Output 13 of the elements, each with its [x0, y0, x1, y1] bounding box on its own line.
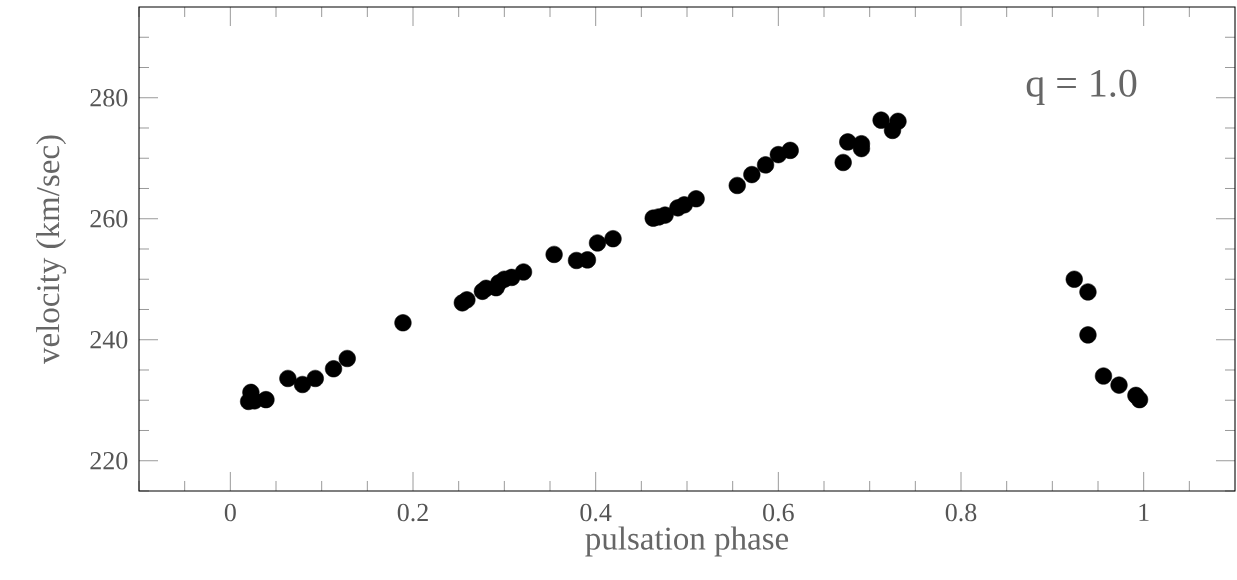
y-tick-label: 220 — [90, 451, 128, 470]
y-tick-label: 280 — [90, 88, 128, 107]
x-tick-label: 0.4 — [580, 503, 612, 522]
y-tick-label: 260 — [90, 209, 128, 228]
annotation: q = 1.0 — [1026, 69, 1137, 105]
y-tick-label: 240 — [90, 330, 128, 349]
x-tick-label: 0.2 — [397, 503, 428, 522]
y-axis-title: velocity (km/sec) — [36, 135, 67, 364]
x-tick-label: 0.6 — [763, 503, 794, 522]
x-tick-label: 0 — [224, 503, 236, 522]
x-axis-title: pulsation phase — [585, 526, 789, 557]
x-tick-label: 0.8 — [945, 503, 977, 522]
x-tick-label: 1 — [1139, 503, 1149, 521]
